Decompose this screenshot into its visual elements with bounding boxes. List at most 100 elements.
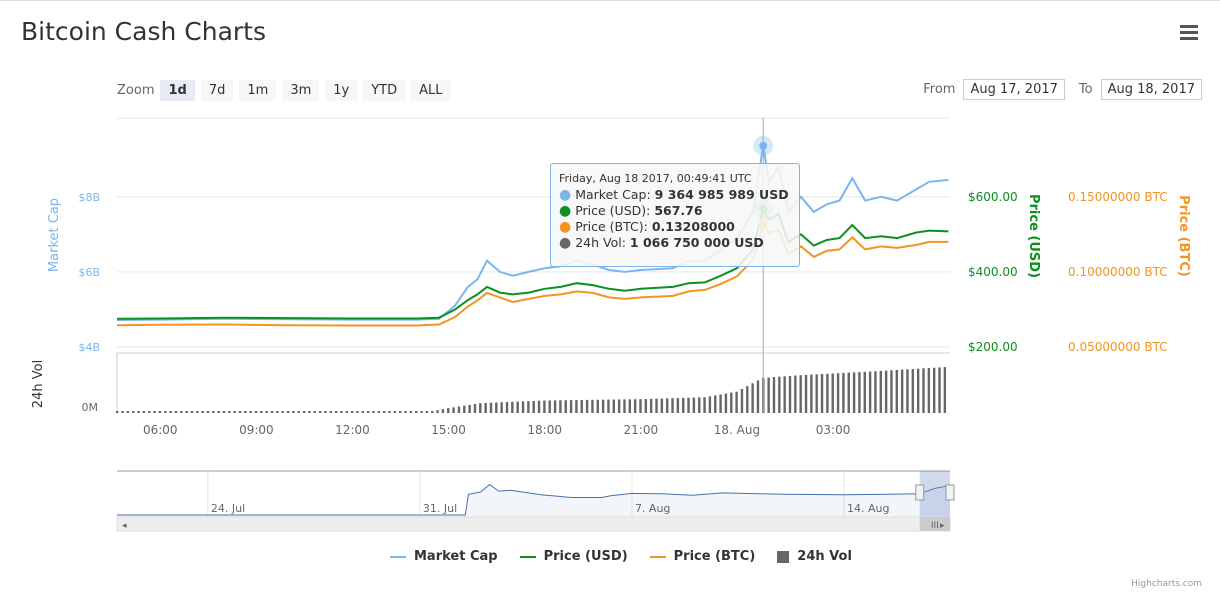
volume-bar [505,402,509,413]
legend-item-price-btc[interactable]: Price (BTC) [649,549,755,564]
volume-bar [308,411,311,413]
volume-bar [420,411,423,413]
volume-bar [863,371,866,413]
volume-bar [788,375,792,413]
volume-bar [174,411,178,413]
volume-bar [313,411,316,413]
zoom-all-button[interactable]: ALL [411,80,451,101]
y-tick-label-price-btc: 0.15000000 BTC [1068,190,1168,204]
volume-bar [916,368,920,413]
legend-item-price-usd[interactable]: Price (USD) [519,549,628,564]
volume-bar [655,398,658,413]
volume-bar [553,400,557,413]
navigator-handle[interactable] [945,484,955,501]
legend-label: Price (USD) [543,549,628,564]
zoom-1d-button[interactable]: 1d [160,80,195,101]
volume-bar [569,400,573,413]
volume-bar [441,409,445,413]
from-date-input[interactable]: Aug 17, 2017 [963,79,1065,100]
volume-bar [388,411,391,413]
zoom-3m-button[interactable]: 3m [282,80,320,101]
scroll-right-arrow-icon[interactable]: ▸ [940,521,945,531]
y-axis-title-price-btc: Price (BTC) [1176,195,1191,277]
volume-bar [233,411,236,413]
legend-item-market-cap[interactable]: Market Cap [390,549,498,564]
volume-bar [858,372,861,413]
volume-bar [436,410,439,413]
volume-bar [746,386,749,413]
volume-bar [580,399,583,413]
volume-bar [463,405,466,413]
volume-bar [228,411,231,413]
volume-bar [148,411,151,413]
volume-bar [868,371,872,413]
volume-bar [190,411,194,413]
volume-bar [185,411,188,413]
legend-label: Market Cap [414,549,498,564]
volume-bar [132,411,135,413]
volume-bar [479,403,482,413]
volume-bar [724,393,728,413]
volume-bar [527,401,530,413]
legend-item-volume[interactable]: 24h Vol [777,549,852,564]
x-tick-label: 06:00 [143,423,178,437]
tooltip: Friday, Aug 18 2017, 00:49:41 UTC ● Mark… [550,163,800,267]
volume-bar [671,398,674,413]
navigator-tick-label: 31. Jul [423,502,457,515]
volume-bar [810,374,813,413]
volume-bar [350,411,354,413]
volume-bar [276,411,279,413]
volume-bar [281,411,284,413]
zoom-selector: Zoom 1d 7d 1m 3m 1y YTD ALL [117,80,457,101]
tooltip-label: Price (USD): [575,203,655,218]
volume-bar [489,402,493,413]
tooltip-value: 1 066 750 000 USD [629,235,764,250]
volume-bar [254,411,258,413]
volume-bar [607,399,610,413]
x-tick-label: 12:00 [335,423,370,437]
volume-bar [334,411,338,413]
navigator-handle[interactable] [915,484,925,501]
volume-bar [180,411,183,413]
volume-bar [575,400,578,413]
y-axis-title-volume: 24h Vol [31,360,46,408]
zoom-1m-button[interactable]: 1m [239,80,277,101]
volume-bar [415,411,418,413]
scrollbar-track[interactable] [116,516,951,532]
volume-bar [676,398,680,413]
volume-bar [473,404,477,413]
volume-bar [826,373,829,413]
scrollbar-thumb[interactable] [919,517,950,531]
volume-bar [404,411,407,413]
volume-bar [735,391,738,413]
credits-link[interactable]: Highcharts.com [1131,579,1202,589]
zoom-1y-button[interactable]: 1y [325,80,358,101]
volume-bar [244,411,247,413]
navigator-area [117,484,950,517]
legend-label: 24h Vol [797,549,852,564]
volume-bar [938,367,941,413]
hamburger-menu-icon[interactable] [1180,25,1198,43]
volume-bar [169,411,172,413]
y-tick-label-price-usd: $400.00 [968,265,1018,279]
volume-bar [500,402,503,413]
from-label: From [923,82,956,97]
volume-bar [511,401,514,413]
y-tick-label-market-cap: $8B [78,191,100,204]
x-tick-label: 18. Aug [714,423,760,437]
volume-bar [116,411,119,413]
volume-bar [382,411,386,413]
volume-bar [842,372,845,413]
volume-bar [906,369,909,413]
volume-bar [543,400,546,413]
volume-bar [324,411,327,413]
series-line-market-cap [116,145,949,321]
to-date-input[interactable]: Aug 18, 2017 [1100,79,1202,100]
volume-bar [564,400,567,413]
navigator-mask[interactable] [919,471,950,517]
volume-bar [852,372,856,413]
scroll-left-arrow-icon[interactable]: ◂ [122,521,127,531]
zoom-7d-button[interactable]: 7d [200,80,234,101]
zoom-ytd-button[interactable]: YTD [363,80,406,101]
